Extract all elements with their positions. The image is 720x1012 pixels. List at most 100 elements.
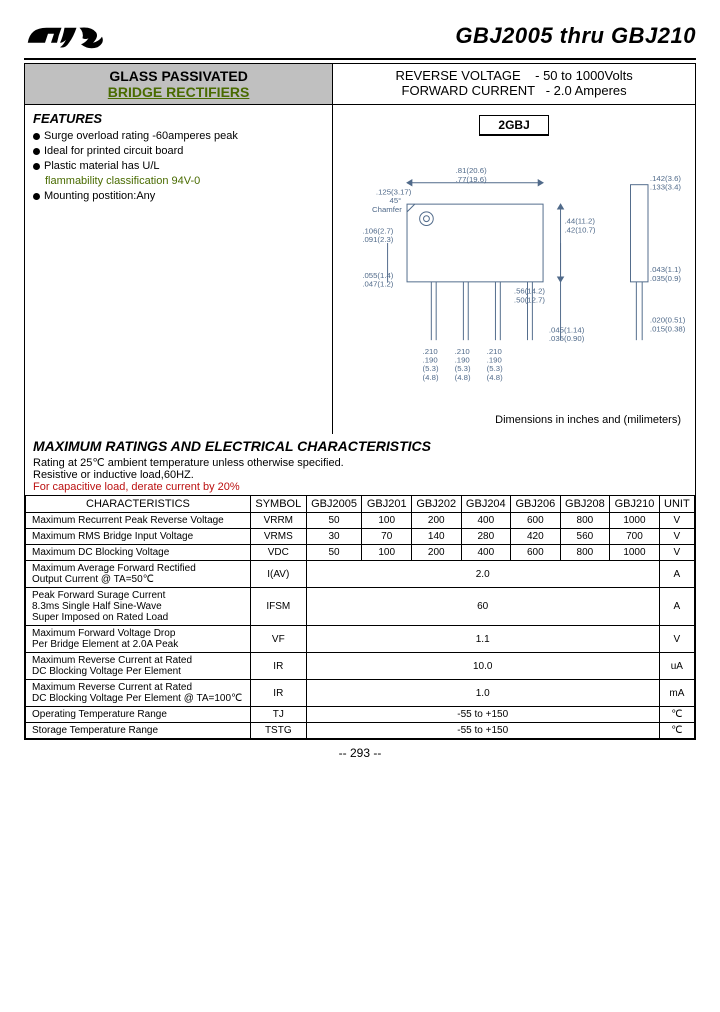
glass-passivated-label: GLASS PASSIVATED (25, 68, 332, 84)
ratings-note-2: Resistive or inductive load,60HZ. (33, 469, 687, 481)
svg-text:45°: 45° (390, 196, 402, 205)
svg-text:.190: .190 (455, 356, 471, 365)
table-row-value: -55 to +150 (306, 723, 659, 739)
doc-title: GBJ2005 thru GBJ210 (455, 23, 696, 49)
features-heading: FEATURES (33, 111, 324, 126)
svg-text:.133(3.4): .133(3.4) (650, 183, 681, 192)
svg-text:.56(14.2): .56(14.2) (514, 287, 545, 296)
table-row-value: 100 (362, 545, 412, 561)
table-row-label: Maximum Forward Voltage Drop Per Bridge … (26, 626, 251, 653)
bridge-rectifiers-label: BRIDGE RECTIFIERS (25, 84, 332, 100)
table-row-symbol: IR (250, 653, 306, 680)
table-row-unit: ℃ (659, 707, 694, 723)
svg-text:(4.8): (4.8) (487, 373, 503, 382)
svg-text:Chamfer: Chamfer (372, 205, 402, 214)
col-p6: GBJ208 (560, 496, 610, 513)
table-row-symbol: TSTG (250, 723, 306, 739)
table-row-symbol: VDC (250, 545, 306, 561)
svg-text:(4.8): (4.8) (455, 373, 471, 382)
table-row-value: 100 (362, 513, 412, 529)
key-specs-box: REVERSE VOLTAGE - 50 to 1000Volts FORWAR… (333, 64, 695, 105)
table-row-value: 1.0 (306, 680, 659, 707)
svg-text:.50(12.7): .50(12.7) (514, 295, 545, 304)
table-row-label: Maximum Reverse Current at Rated DC Bloc… (26, 680, 251, 707)
table-row-unit: ℃ (659, 723, 694, 739)
table-row-symbol: VRRM (250, 513, 306, 529)
table-row-value: 1000 (610, 513, 660, 529)
table-row-value: 140 (411, 529, 461, 545)
svg-text:.035(0.9): .035(0.9) (650, 274, 681, 283)
ratings-heading: MAXIMUM RATINGS AND ELECTRICAL CHARACTER… (25, 434, 695, 454)
bullet-icon (33, 148, 40, 155)
table-row-value: 600 (511, 545, 561, 561)
table-row-unit: A (659, 588, 694, 626)
table-row-value: 1.1 (306, 626, 659, 653)
table-row-value: 50 (306, 545, 362, 561)
table-row-value: 560 (560, 529, 610, 545)
svg-text:(4.8): (4.8) (423, 373, 439, 382)
svg-text:.190: .190 (423, 356, 439, 365)
svg-text:.44(11.2): .44(11.2) (565, 217, 596, 226)
table-row-value: 420 (511, 529, 561, 545)
table-row-value: 800 (560, 513, 610, 529)
table-row-value: 280 (461, 529, 511, 545)
table-row-label: Storage Temperature Range (26, 723, 251, 739)
svg-text:.055(1.4): .055(1.4) (363, 271, 394, 280)
table-row-value: 400 (461, 513, 511, 529)
table-row-label: Maximum RMS Bridge Input Voltage (26, 529, 251, 545)
svg-text:.190: .190 (487, 356, 503, 365)
table-row-symbol: VRMS (250, 529, 306, 545)
product-type-box: GLASS PASSIVATED BRIDGE RECTIFIERS (25, 64, 333, 105)
svg-text:.42(10.7): .42(10.7) (565, 225, 596, 234)
svg-text:.091(2.3): .091(2.3) (363, 235, 394, 244)
table-row-unit: V (659, 513, 694, 529)
svg-text:.77(19.6): .77(19.6) (456, 175, 487, 184)
dimension-caption: Dimensions in inches and (milimeters) (339, 412, 689, 428)
table-row-symbol: TJ (250, 707, 306, 723)
feature-2: Ideal for printed circuit board (44, 145, 183, 157)
svg-text:.210: .210 (455, 347, 471, 356)
table-row-value: 10.0 (306, 653, 659, 680)
table-row-value: 200 (411, 513, 461, 529)
table-row-value: 400 (461, 545, 511, 561)
features-section: FEATURES Surge overload rating -60ampere… (25, 105, 333, 434)
package-outline-drawing: .125(3.17) 45° Chamfer .81(20.6) .77(19.… (339, 142, 689, 412)
table-row-symbol: IR (250, 680, 306, 707)
bullet-icon (33, 193, 40, 200)
col-symbol: SYMBOL (250, 496, 306, 513)
svg-text:.142(3.6): .142(3.6) (650, 174, 681, 183)
characteristics-table: CHARACTERISTICS SYMBOL GBJ2005 GBJ201 GB… (25, 495, 695, 739)
svg-text:(5.3): (5.3) (423, 364, 439, 373)
table-row-value: 700 (610, 529, 660, 545)
table-row-unit: V (659, 529, 694, 545)
table-row-value: 800 (560, 545, 610, 561)
col-p3: GBJ202 (411, 496, 461, 513)
bullet-icon (33, 133, 40, 140)
svg-text:.047(1.2): .047(1.2) (363, 280, 394, 289)
table-row-label: Peak Forward Surage Current 8.3ms Single… (26, 588, 251, 626)
table-row-label: Maximum Average Forward Rectified Output… (26, 561, 251, 588)
col-p2: GBJ201 (362, 496, 412, 513)
feature-3-sub: flammability classification 94V-0 (45, 175, 324, 187)
col-characteristics: CHARACTERISTICS (26, 496, 251, 513)
svg-text:.210: .210 (487, 347, 503, 356)
col-p7: GBJ210 (610, 496, 660, 513)
col-unit: UNIT (659, 496, 694, 513)
page-number: -- 293 -- (24, 746, 696, 760)
table-row-label: Maximum DC Blocking Voltage (26, 545, 251, 561)
svg-text:(5.3): (5.3) (455, 364, 471, 373)
table-row-value: 600 (511, 513, 561, 529)
svg-text:.035(0.90): .035(0.90) (549, 334, 585, 343)
svg-text:.210: .210 (423, 347, 439, 356)
svg-text:.043(1.1): .043(1.1) (650, 265, 681, 274)
table-row-label: Maximum Reverse Current at Rated DC Bloc… (26, 653, 251, 680)
table-row-value: -55 to +150 (306, 707, 659, 723)
svg-text:(5.3): (5.3) (487, 364, 503, 373)
feature-1: Surge overload rating -60amperes peak (44, 130, 238, 142)
col-p4: GBJ204 (461, 496, 511, 513)
table-row-unit: V (659, 545, 694, 561)
svg-text:.81(20.6): .81(20.6) (456, 166, 487, 175)
table-row-value: 1000 (610, 545, 660, 561)
svg-text:.045(1.14): .045(1.14) (549, 325, 585, 334)
table-row-unit: uA (659, 653, 694, 680)
